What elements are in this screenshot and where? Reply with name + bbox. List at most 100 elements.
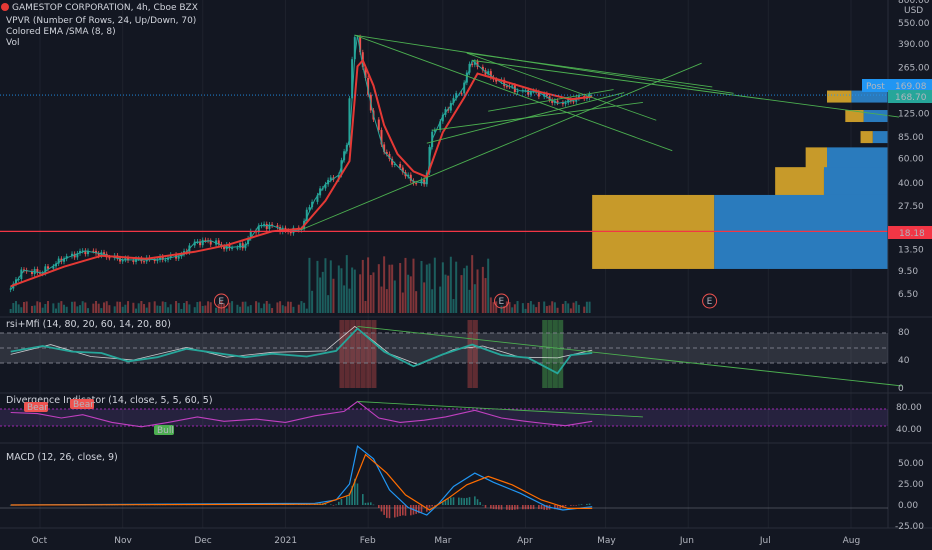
volume-bar <box>455 261 458 313</box>
volume-bar <box>281 305 284 313</box>
volume-bar <box>433 257 436 313</box>
macd-histogram-bar <box>511 505 513 511</box>
earnings-marker: E <box>499 297 505 307</box>
price-tick: 85.00 <box>898 133 924 143</box>
volume-bar <box>388 264 391 313</box>
volume-bar <box>364 300 367 313</box>
volume-bar <box>36 301 39 313</box>
volume-bar <box>204 305 207 313</box>
volume-bar <box>156 305 159 313</box>
volume-bars <box>9 255 591 313</box>
price-tick: 265.00 <box>898 64 930 74</box>
volume-bar <box>39 302 41 313</box>
volume-bar <box>225 308 228 313</box>
time-tick: Dec <box>194 536 211 546</box>
volume-bar <box>311 290 314 313</box>
candle-body <box>30 271 33 275</box>
candle-body <box>276 225 279 227</box>
macd-histogram-bar <box>500 505 503 510</box>
macd-histogram-bar <box>460 497 463 505</box>
macd-histogram-bar <box>380 505 383 512</box>
candle-body <box>420 179 423 184</box>
candle-body <box>377 119 380 130</box>
macd-pane: MACD (12, 26, close, 9) <box>0 445 888 519</box>
volume-bar <box>505 301 508 313</box>
rsi-line <box>10 327 593 375</box>
candle-body <box>393 164 396 166</box>
volume-bar <box>20 307 23 313</box>
macd-histogram-bar <box>514 505 516 510</box>
macd-histogram-bar <box>444 500 447 505</box>
candle-body <box>388 153 391 159</box>
earnings-marker-ring <box>494 293 510 309</box>
close-price-bg <box>888 90 932 103</box>
volume-bar <box>471 255 474 313</box>
macd-histogram-bar <box>399 505 401 517</box>
volume-bar <box>476 269 479 313</box>
volume-bar <box>199 301 202 313</box>
rsi-mfi-title: rsi+Mfi (14, 80, 20, 60, 14, 20, 80) <box>6 319 171 330</box>
volume-bar <box>145 307 148 313</box>
volume-bar <box>316 260 319 313</box>
volume-bar <box>521 303 524 313</box>
macd-histogram-bar <box>522 505 524 510</box>
rsi-oversold-bar <box>558 320 564 388</box>
candle-body <box>407 174 410 177</box>
volume-bar <box>108 305 111 313</box>
divergence-pane: Divergence Indicator (14, close, 5, 5, 6… <box>0 395 888 436</box>
volume-bar <box>508 302 511 313</box>
macd-histogram-bar <box>570 505 572 506</box>
volume-bar <box>303 302 306 313</box>
trend-line <box>301 62 702 231</box>
candle-body <box>92 250 95 252</box>
time-tick: Feb <box>360 536 376 546</box>
volume-bar <box>215 307 218 313</box>
macd-histogram-bar <box>348 492 351 505</box>
volume-bar <box>17 304 20 313</box>
macd-histogram-bar <box>370 502 372 505</box>
time-axis[interactable]: Oct Nov Dec 2021 Feb Mar Apr May Jun Jul Aug <box>32 536 861 546</box>
bull-label-bg <box>154 425 174 435</box>
candle-body <box>76 253 79 258</box>
candle-body <box>449 102 452 111</box>
macd-histogram-bar <box>434 505 436 506</box>
volume-bar <box>217 303 220 313</box>
trend-line <box>354 34 734 94</box>
volume-bar <box>289 301 292 313</box>
volume-bar <box>385 289 388 313</box>
macd-histogram-bar <box>367 502 369 505</box>
volume-bar <box>161 301 164 313</box>
volume-bar <box>524 308 527 313</box>
macd-histogram-bar <box>495 505 497 510</box>
macd-histogram-bar <box>386 505 388 518</box>
macd-histogram-bar <box>554 505 556 510</box>
candle-body <box>537 92 540 97</box>
volume-bar <box>532 304 535 313</box>
volume-bar <box>529 301 532 313</box>
candle-body <box>463 82 466 94</box>
macd-histogram-bar <box>332 505 335 506</box>
volume-bar <box>124 304 127 313</box>
candle-body <box>193 241 196 246</box>
candle-body <box>577 96 580 99</box>
price-axis[interactable]: 800.00 550.00 390.00 265.00 125.00 85.00 60.00… <box>898 0 930 300</box>
volume-bar <box>105 301 108 313</box>
earnings-marker: E <box>218 297 224 307</box>
macd-histogram-bar <box>564 505 567 507</box>
volume-bar <box>487 258 490 313</box>
candle-body <box>159 256 162 260</box>
volume-bar <box>297 304 300 313</box>
candle-body <box>57 258 60 264</box>
candle-body <box>305 209 308 221</box>
rsi-mfi-pane: rsi+Mfi (14, 80, 20, 60, 14, 20, 80) <box>0 319 902 388</box>
volume-profile-down <box>823 167 888 200</box>
macd-histogram-bar <box>450 497 452 505</box>
volume-bar <box>572 302 575 313</box>
volume-bar <box>193 307 196 313</box>
macd-histogram-bar <box>458 497 460 505</box>
trend-line <box>466 52 713 88</box>
rsi-oversold-bar <box>547 320 553 388</box>
volume-bar <box>249 305 252 313</box>
price-tick: 800.00 <box>898 0 930 6</box>
